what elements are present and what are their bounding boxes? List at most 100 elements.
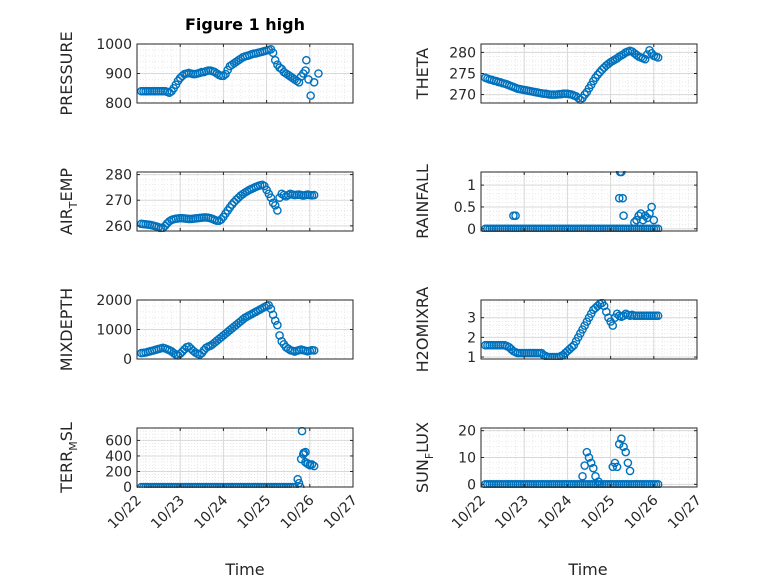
data-point — [309, 346, 319, 355]
y-tick-label: 400 — [105, 449, 132, 465]
y-axis-label: MIXDEPTH — [57, 288, 76, 371]
y-tick-label: 1000 — [96, 323, 132, 339]
data-point — [595, 67, 605, 77]
data-point — [299, 450, 308, 459]
data-point — [270, 55, 280, 65]
data-point — [653, 311, 663, 321]
data-point — [309, 78, 319, 87]
data-point — [593, 70, 602, 80]
data-point — [270, 316, 280, 325]
axes-frame — [480, 171, 698, 232]
data-point — [653, 480, 663, 488]
data-point — [632, 50, 641, 60]
axes-frame — [136, 427, 354, 488]
y-tick-label: 270 — [449, 88, 476, 104]
axes-frame — [136, 171, 354, 232]
data-point — [649, 215, 659, 225]
subplot-3: 260 270 280 AIRTEMP — [57, 168, 354, 235]
y-tick-label: 260 — [105, 219, 132, 235]
data-point — [647, 202, 656, 212]
data-point — [586, 458, 596, 468]
data-point — [195, 350, 204, 359]
y-tick-label: 20 — [458, 424, 476, 440]
data-point — [612, 462, 622, 472]
y-tick-label: 2 — [467, 330, 476, 346]
data-point — [229, 197, 239, 207]
data-point — [619, 211, 628, 221]
data-points — [481, 434, 663, 488]
data-point — [618, 193, 627, 203]
y-axis-label: PRESSURE — [57, 31, 76, 115]
y-axis-label-sub: M — [67, 441, 80, 451]
data-point — [582, 447, 592, 457]
y-tick-label: 0 — [123, 480, 132, 496]
data-point — [594, 477, 603, 486]
data-point — [314, 69, 323, 78]
y-axis-label-sub: F — [423, 453, 436, 459]
y-tick-label: 0 — [467, 477, 476, 493]
data-point — [227, 200, 237, 209]
data-point — [619, 442, 628, 452]
data-point — [165, 88, 174, 97]
subplot-4: 0 0.5 1 RAINFALL — [413, 164, 698, 239]
data-points — [481, 299, 663, 360]
data-point — [238, 189, 248, 199]
y-tick-label: 280 — [105, 168, 132, 184]
data-point — [625, 466, 635, 476]
y-tick-label: 3 — [467, 311, 476, 327]
data-point — [617, 434, 626, 444]
data-points — [137, 45, 323, 100]
data-point — [301, 447, 310, 457]
y-axis-label: THETA — [413, 48, 432, 100]
y-tick-label: 200 — [105, 464, 132, 480]
y-axis-label: SUNFLUX — [413, 422, 436, 493]
data-point — [619, 49, 628, 59]
y-tick-label: 800 — [105, 96, 132, 112]
data-point — [578, 471, 587, 481]
data-point — [573, 93, 583, 103]
subplot-2: 270 275 280 THETA — [413, 43, 698, 104]
y-tick-label: 2000 — [96, 293, 132, 309]
y-tick-label: 270 — [105, 193, 132, 209]
data-point — [653, 224, 663, 232]
subplot-5: 0 1000 2000 MIXDEPTH — [57, 288, 354, 371]
data-point — [621, 447, 631, 457]
data-point — [305, 460, 315, 469]
data-point — [178, 347, 187, 356]
y-tick-label: 0 — [123, 352, 132, 368]
y-tick-label: 1 — [467, 350, 476, 366]
x-axis-label-right: Time — [567, 560, 607, 579]
data-point — [632, 215, 641, 225]
data-point — [292, 76, 302, 86]
data-point — [160, 221, 170, 231]
data-point — [273, 206, 282, 215]
y-tick-label: 0.5 — [454, 200, 476, 216]
y-axis-label-main: AIR — [57, 208, 76, 235]
y-tick-label: 1 — [467, 178, 476, 194]
data-point — [619, 311, 628, 321]
subplot-1: 800 900 1000 PRESSURE — [57, 31, 354, 116]
data-point — [614, 193, 624, 203]
data-points — [481, 171, 663, 232]
data-point — [158, 223, 168, 232]
y-axis-label-main: SUN — [413, 459, 432, 493]
data-points — [137, 180, 319, 232]
data-point — [293, 474, 303, 484]
data-point — [270, 201, 280, 210]
data-point — [584, 453, 594, 462]
y-tick-label: 900 — [105, 67, 132, 83]
x-axis-label-left: Time — [224, 560, 264, 579]
data-point — [623, 458, 633, 468]
data-point — [301, 66, 310, 75]
data-point — [638, 215, 648, 225]
data-point — [580, 90, 589, 99]
data-point — [266, 193, 276, 202]
data-point — [302, 55, 311, 65]
data-point — [634, 211, 643, 221]
data-points — [481, 46, 663, 104]
data-point — [640, 54, 650, 64]
y-axis-label-rest: SL — [57, 422, 76, 441]
